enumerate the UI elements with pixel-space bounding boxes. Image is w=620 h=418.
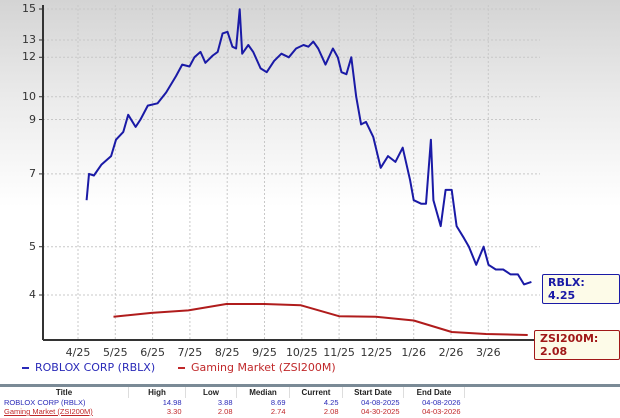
col-header-current: Current [289,387,343,398]
x-tick-label: 11/25 [323,346,355,359]
chart-area: 15 13 12 10 9 7 5 4 4/25 5/25 6/25 7/25 8/25 9/25 10/… [0,0,620,360]
col-header-title: Title [0,387,129,398]
table-row: ROBLOX CORP (RBLX) 14.98 3.88 8.69 4.25 … [0,398,465,407]
legend-swatch-icon [178,367,185,369]
row-title[interactable]: ROBLOX CORP (RBLX) [4,398,86,407]
x-tick-label: 7/25 [177,346,203,359]
col-header-start-date: Start Date [342,387,404,398]
col-header-low: Low [185,387,237,398]
x-tick-label: 8/25 [214,346,240,359]
legend-swatch-icon [22,367,29,369]
col-header-median: Median [236,387,290,398]
x-tick-label: 1/26 [401,346,427,359]
row-median: 2.74 [270,407,286,416]
x-tick-label: 5/25 [102,346,128,359]
legend-item-rblx[interactable]: ROBLOX CORP (RBLX) [22,361,155,374]
y-tick-label: 15 [22,2,36,15]
line-chart [39,5,615,341]
row-start-date: 04-30-2025 [361,407,400,416]
x-tick-label: 10/25 [285,346,318,359]
y-tick-label: 12 [22,50,36,64]
x-tick-label: 2/26 [438,346,464,359]
row-high: 14.98 [162,398,182,407]
x-tick-label: 4/25 [65,346,91,359]
row-low: 3.88 [217,398,233,407]
row-median: 8.69 [270,398,286,407]
row-title[interactable]: Gaming Market (ZSI200M) [4,407,93,416]
table-row: Gaming Market (ZSI200M) 3.30 2.08 2.74 2… [0,407,465,416]
x-tick-label: 6/25 [140,346,165,359]
y-tick-label: 5 [29,239,36,253]
row-start-date: 04-08-2025 [361,398,400,407]
row-end-date: 04-08-2026 [422,398,461,407]
row-end-date: 04-03-2026 [422,407,461,416]
row-low: 2.08 [217,407,233,416]
rblx-value-callout: RBLX: 4.25 [542,274,620,304]
x-tick-label: 9/25 [252,346,277,359]
zsi-value-callout: ZSI200M: 2.08 [534,330,620,360]
legend-label: ROBLOX CORP (RBLX) [35,361,156,374]
y-tick-label: 13 [22,32,36,46]
summary-table: Title High Low Median Current Start Date… [0,387,465,416]
series-line-zsi200m [113,303,528,336]
x-tick-label: 12/25 [360,346,393,359]
x-tick-label: 3/26 [475,346,501,359]
legend-label: Gaming Market (ZSI200M) [191,361,336,374]
y-tick-label: 10 [22,89,36,103]
y-tick-label: 7 [29,166,36,180]
row-current: 2.08 [323,407,339,416]
y-tick-label: 4 [29,288,36,301]
col-header-high: High [128,387,186,398]
row-high: 3.30 [166,407,182,416]
row-current: 4.25 [323,398,339,407]
y-tick-label: 9 [29,112,36,126]
col-header-end-date: End Date [403,387,465,398]
series-line-rblx [85,8,532,286]
legend-item-zsi[interactable]: Gaming Market (ZSI200M) [178,361,336,374]
divider [0,384,620,387]
